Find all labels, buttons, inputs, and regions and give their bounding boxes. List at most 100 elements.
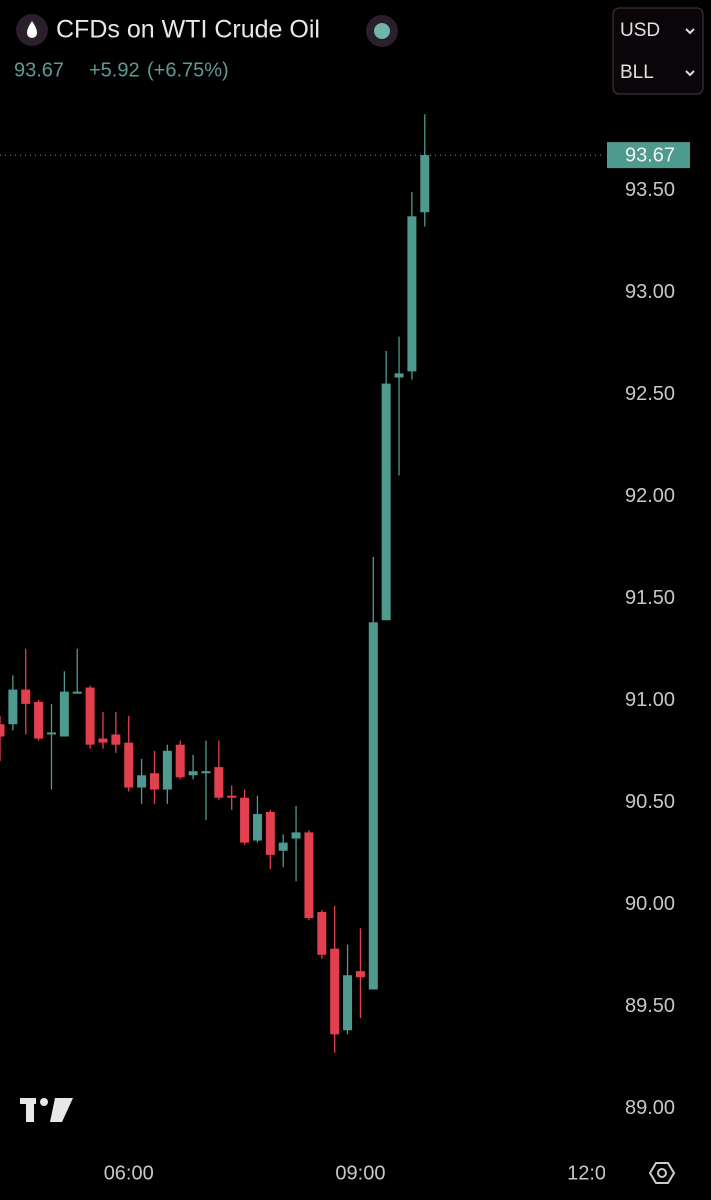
candle-body bbox=[265, 812, 275, 855]
chevron bbox=[685, 70, 695, 77]
candle-body bbox=[137, 775, 147, 788]
candle-body bbox=[34, 701, 44, 739]
candle-body bbox=[46, 732, 56, 735]
candle bbox=[46, 703, 56, 790]
price-change-percent: (+6.75%) bbox=[147, 59, 229, 81]
currency-unit-box bbox=[612, 7, 704, 95]
candle-body bbox=[278, 842, 288, 851]
candle-body bbox=[8, 689, 18, 725]
candle-body bbox=[201, 771, 211, 774]
candle bbox=[149, 750, 159, 804]
candle bbox=[291, 805, 301, 882]
candle-body bbox=[59, 691, 69, 737]
candle-body bbox=[252, 814, 262, 841]
candle-body bbox=[343, 975, 353, 1031]
candle bbox=[124, 716, 134, 792]
y-tick-label: 90.50 bbox=[625, 791, 675, 813]
x-tick-label: 09:00 bbox=[335, 1162, 385, 1184]
candle-body bbox=[240, 797, 250, 843]
candle bbox=[162, 744, 172, 804]
candle-body bbox=[355, 971, 365, 978]
last-price: 93.67 bbox=[14, 59, 64, 81]
candle bbox=[188, 754, 198, 780]
candle bbox=[214, 740, 224, 800]
market-status bbox=[374, 23, 390, 39]
x-tick-label: 06:00 bbox=[104, 1162, 154, 1184]
candle-body bbox=[317, 911, 327, 955]
price-axis: 89.00 89.50 90.00 90.50 91.00 91.50 92.00 92.50… bbox=[606, 142, 690, 1119]
candle bbox=[420, 114, 430, 227]
candle-body bbox=[21, 689, 31, 704]
currency-select[interactable]: USD bbox=[620, 20, 660, 41]
candle bbox=[59, 671, 69, 737]
candle-body bbox=[124, 742, 134, 788]
candle bbox=[355, 928, 365, 1019]
y-tick-label: 93.00 bbox=[625, 281, 675, 303]
chevron bbox=[685, 28, 695, 35]
candle bbox=[240, 789, 250, 845]
candle bbox=[278, 834, 288, 868]
candle bbox=[34, 699, 44, 741]
candle bbox=[85, 685, 95, 749]
candle-body bbox=[368, 622, 378, 990]
candle bbox=[252, 795, 262, 843]
y-tick-label: 93.50 bbox=[625, 179, 675, 201]
candle bbox=[21, 648, 31, 735]
x-tick-label: 12:00 bbox=[567, 1162, 617, 1184]
candle bbox=[227, 785, 237, 810]
droplet bbox=[27, 21, 37, 38]
candle bbox=[0, 716, 5, 761]
candle-body bbox=[330, 948, 340, 1035]
candle bbox=[330, 905, 340, 1053]
y-tick-label: 92.50 bbox=[625, 383, 675, 405]
candle bbox=[394, 336, 404, 476]
candle bbox=[381, 350, 391, 621]
gear-outline bbox=[648, 1162, 676, 1184]
candle bbox=[368, 557, 378, 990]
candle bbox=[111, 712, 121, 753]
candle-body bbox=[162, 750, 172, 790]
candle bbox=[343, 944, 353, 1035]
candle bbox=[265, 809, 275, 870]
y-tick-label: 91.50 bbox=[625, 587, 675, 609]
candle-body bbox=[0, 724, 5, 737]
y-tick-label: 90.00 bbox=[625, 893, 675, 915]
candle bbox=[407, 191, 417, 380]
plot-area: 06:00 09:00 12:00 bbox=[0, 114, 617, 1184]
candle bbox=[72, 648, 82, 694]
candle bbox=[98, 712, 108, 749]
candle bbox=[175, 740, 185, 780]
candle-body bbox=[149, 773, 159, 790]
candle bbox=[137, 758, 147, 804]
candle-body bbox=[291, 832, 301, 839]
candle-body bbox=[381, 383, 391, 621]
candle-body bbox=[72, 691, 82, 694]
last-price-label: 93.67 bbox=[625, 144, 675, 166]
candle bbox=[304, 830, 314, 921]
tradingview-logo bbox=[20, 1098, 73, 1122]
candle-body bbox=[175, 744, 185, 778]
candle-body bbox=[227, 795, 237, 798]
settings-button[interactable] bbox=[648, 1162, 676, 1184]
candle-body bbox=[188, 771, 198, 776]
candle bbox=[201, 740, 211, 821]
y-tick-label: 92.00 bbox=[625, 485, 675, 507]
last-price-box bbox=[607, 142, 690, 169]
y-tick-label: 89.50 bbox=[625, 995, 675, 1017]
unit-select[interactable]: BLL bbox=[620, 62, 654, 83]
candle-body bbox=[407, 216, 417, 372]
gear-hole bbox=[657, 1168, 667, 1178]
y-tick-label: 89.00 bbox=[625, 1097, 675, 1119]
candle-body bbox=[420, 155, 430, 213]
y-tick-label: 91.00 bbox=[625, 689, 675, 711]
candle-body bbox=[85, 687, 95, 745]
candle-body bbox=[111, 734, 121, 745]
candle bbox=[8, 675, 18, 731]
price-change: +5.92 bbox=[89, 59, 140, 81]
symbol-title[interactable]: CFDs on WTI Crude Oil bbox=[56, 16, 320, 44]
candle bbox=[317, 909, 327, 959]
candle-body bbox=[214, 767, 224, 798]
